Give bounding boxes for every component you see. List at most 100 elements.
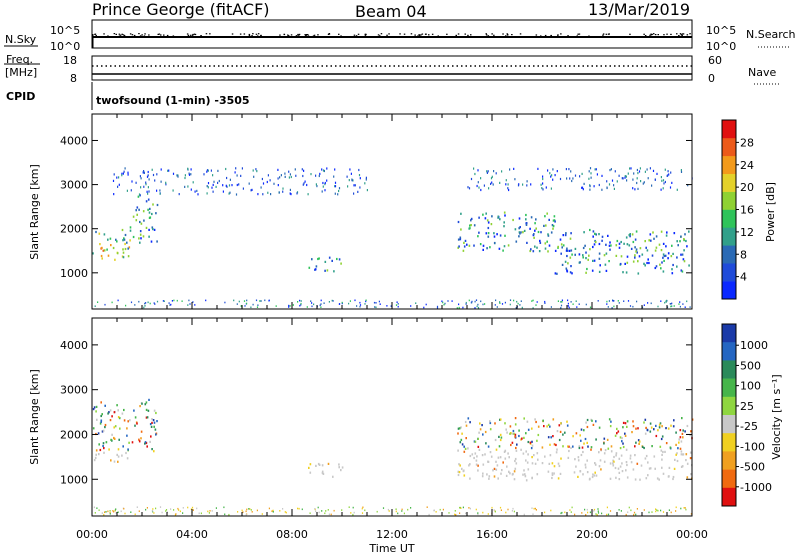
range-cell xyxy=(172,189,174,192)
range-cell xyxy=(190,508,192,510)
range-cell xyxy=(153,228,156,231)
range-cell xyxy=(560,512,562,515)
range-cell xyxy=(675,431,677,434)
range-cell xyxy=(138,440,141,443)
range-cell xyxy=(463,450,466,453)
range-cell xyxy=(544,242,547,245)
range-cell xyxy=(99,243,101,246)
range-cell xyxy=(588,254,590,257)
nsearch-point xyxy=(511,34,513,36)
range-cell xyxy=(655,434,658,438)
range-cell xyxy=(322,185,324,188)
range-cell xyxy=(643,262,645,265)
range-cell xyxy=(257,304,259,306)
range-cell xyxy=(482,244,485,247)
range-cell xyxy=(655,510,657,513)
range-cell xyxy=(559,472,562,475)
range-cell xyxy=(136,213,138,216)
range-cell xyxy=(667,257,669,260)
range-cell xyxy=(551,174,553,177)
range-cell xyxy=(531,444,534,447)
nsearch-point xyxy=(535,34,538,36)
range-cell xyxy=(322,181,324,185)
range-cell xyxy=(481,475,484,478)
range-cell xyxy=(509,168,511,171)
range-cell xyxy=(504,449,507,452)
nsearch-point xyxy=(679,33,682,35)
range-cell xyxy=(322,472,325,475)
nsearch-point xyxy=(557,34,559,36)
range-cell xyxy=(641,445,644,448)
range-cell xyxy=(327,509,329,511)
range-cell xyxy=(591,475,594,479)
range-cell xyxy=(673,305,675,307)
range-cell xyxy=(614,434,617,437)
range-cell xyxy=(462,506,464,509)
nsearch-point xyxy=(399,33,401,35)
range-cell xyxy=(516,300,518,303)
range-cell xyxy=(226,185,228,188)
nsearch-point xyxy=(607,33,610,35)
range-cell xyxy=(636,181,638,185)
range-cell xyxy=(550,509,552,512)
range-cell xyxy=(673,419,675,422)
range-cell xyxy=(589,477,591,480)
range-cell xyxy=(575,432,578,435)
range-cell xyxy=(289,305,291,307)
range-cell xyxy=(542,182,544,185)
range-cell xyxy=(594,240,597,244)
range-cell xyxy=(674,458,676,461)
range-cell xyxy=(218,179,220,183)
range-cell xyxy=(615,244,618,247)
nsearch-point xyxy=(243,33,246,35)
range-cell xyxy=(626,463,628,467)
range-cell xyxy=(207,182,210,185)
range-cell xyxy=(444,302,446,305)
range-cell xyxy=(145,401,148,404)
range-cell xyxy=(319,172,321,175)
range-cell xyxy=(328,256,331,259)
nsearch-point xyxy=(446,33,448,35)
range-cell xyxy=(685,239,687,243)
range-cell xyxy=(484,453,486,456)
range-cell xyxy=(655,424,657,427)
range-cell xyxy=(690,430,692,433)
range-cell xyxy=(255,299,258,302)
range-cell xyxy=(235,193,238,196)
range-cell xyxy=(477,306,480,309)
range-cell xyxy=(646,261,648,265)
range-cell xyxy=(143,219,145,222)
range-cell xyxy=(338,187,341,190)
colorbar-segment xyxy=(722,415,736,434)
range-cell xyxy=(495,172,497,175)
range-cell xyxy=(687,184,689,187)
range-cell xyxy=(354,299,356,302)
range-cell xyxy=(660,188,662,191)
range-cell xyxy=(545,224,547,227)
range-cell xyxy=(148,235,150,238)
range-cell xyxy=(662,253,665,256)
nsearch-point xyxy=(231,33,234,35)
range-cell xyxy=(622,445,625,449)
range-cell xyxy=(682,453,684,456)
range-cell xyxy=(277,168,279,171)
range-cell xyxy=(624,262,626,265)
range-cell xyxy=(666,231,668,234)
range-cell xyxy=(649,167,651,170)
range-cell xyxy=(210,169,212,172)
range-cell xyxy=(323,302,325,304)
range-cell xyxy=(659,445,662,448)
range-cell xyxy=(502,461,504,464)
range-cell xyxy=(668,466,671,469)
range-cell xyxy=(324,260,327,263)
nsearch-point xyxy=(502,33,504,35)
colorbar-tick-label: 500 xyxy=(740,359,761,372)
range-cell xyxy=(124,167,126,170)
range-cell xyxy=(224,513,226,516)
range-cell xyxy=(583,429,585,432)
range-cell xyxy=(113,193,115,196)
range-cell xyxy=(634,188,636,191)
range-cell xyxy=(156,189,158,192)
range-cell xyxy=(457,470,460,473)
range-cell xyxy=(664,168,666,171)
